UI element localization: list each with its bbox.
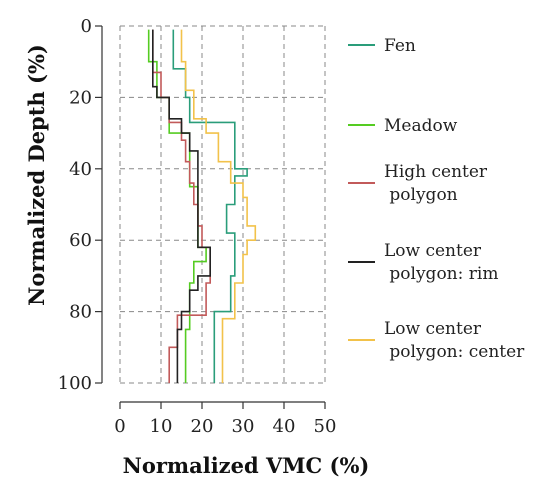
y-tick-label: 60 [69,230,92,251]
x-tick-label: 20 [191,416,214,437]
y-tick-label: 20 [69,87,92,108]
y-tick-label: 80 [69,302,92,323]
series-line-4 [152,29,211,383]
y-tick-label: 100 [58,373,92,394]
x-tick-label: 50 [314,416,337,437]
legend-label-line: Low center [384,319,482,339]
x-tick-label: 40 [273,416,296,437]
axes [95,25,326,409]
tick-labels: 0 10 20 30 40 50 0 20 40 60 80 100 [58,16,337,437]
legend-label: Low center polygon: center [384,319,525,362]
legend-label: Fen [384,36,416,56]
legend-label-line: Low center [384,241,482,261]
legend: Fen Meadow High center polygon Low center p… [348,36,525,362]
legend-label-line: polygon: rim [384,264,498,284]
x-tick-label: 10 [150,416,173,437]
legend-label-line: polygon: center [384,342,525,362]
series-line-1 [172,29,248,383]
y-tick-label: 40 [69,159,92,180]
x-axis-title: Normalized VMC (%) [123,453,370,478]
legend-label: Meadow [384,116,458,136]
series-line-5 [180,29,257,383]
y-axis-title: Normalized Depth (%) [24,44,49,306]
x-tick-label: 0 [114,416,125,437]
legend-label: Low center polygon: rim [384,241,498,284]
legend-label-line: polygon [384,185,458,205]
series-group [147,29,257,383]
y-tick-label: 0 [81,16,92,37]
x-tick-label: 30 [232,416,255,437]
legend-label: High center polygon [384,162,488,205]
legend-label-line: High center [384,162,488,182]
